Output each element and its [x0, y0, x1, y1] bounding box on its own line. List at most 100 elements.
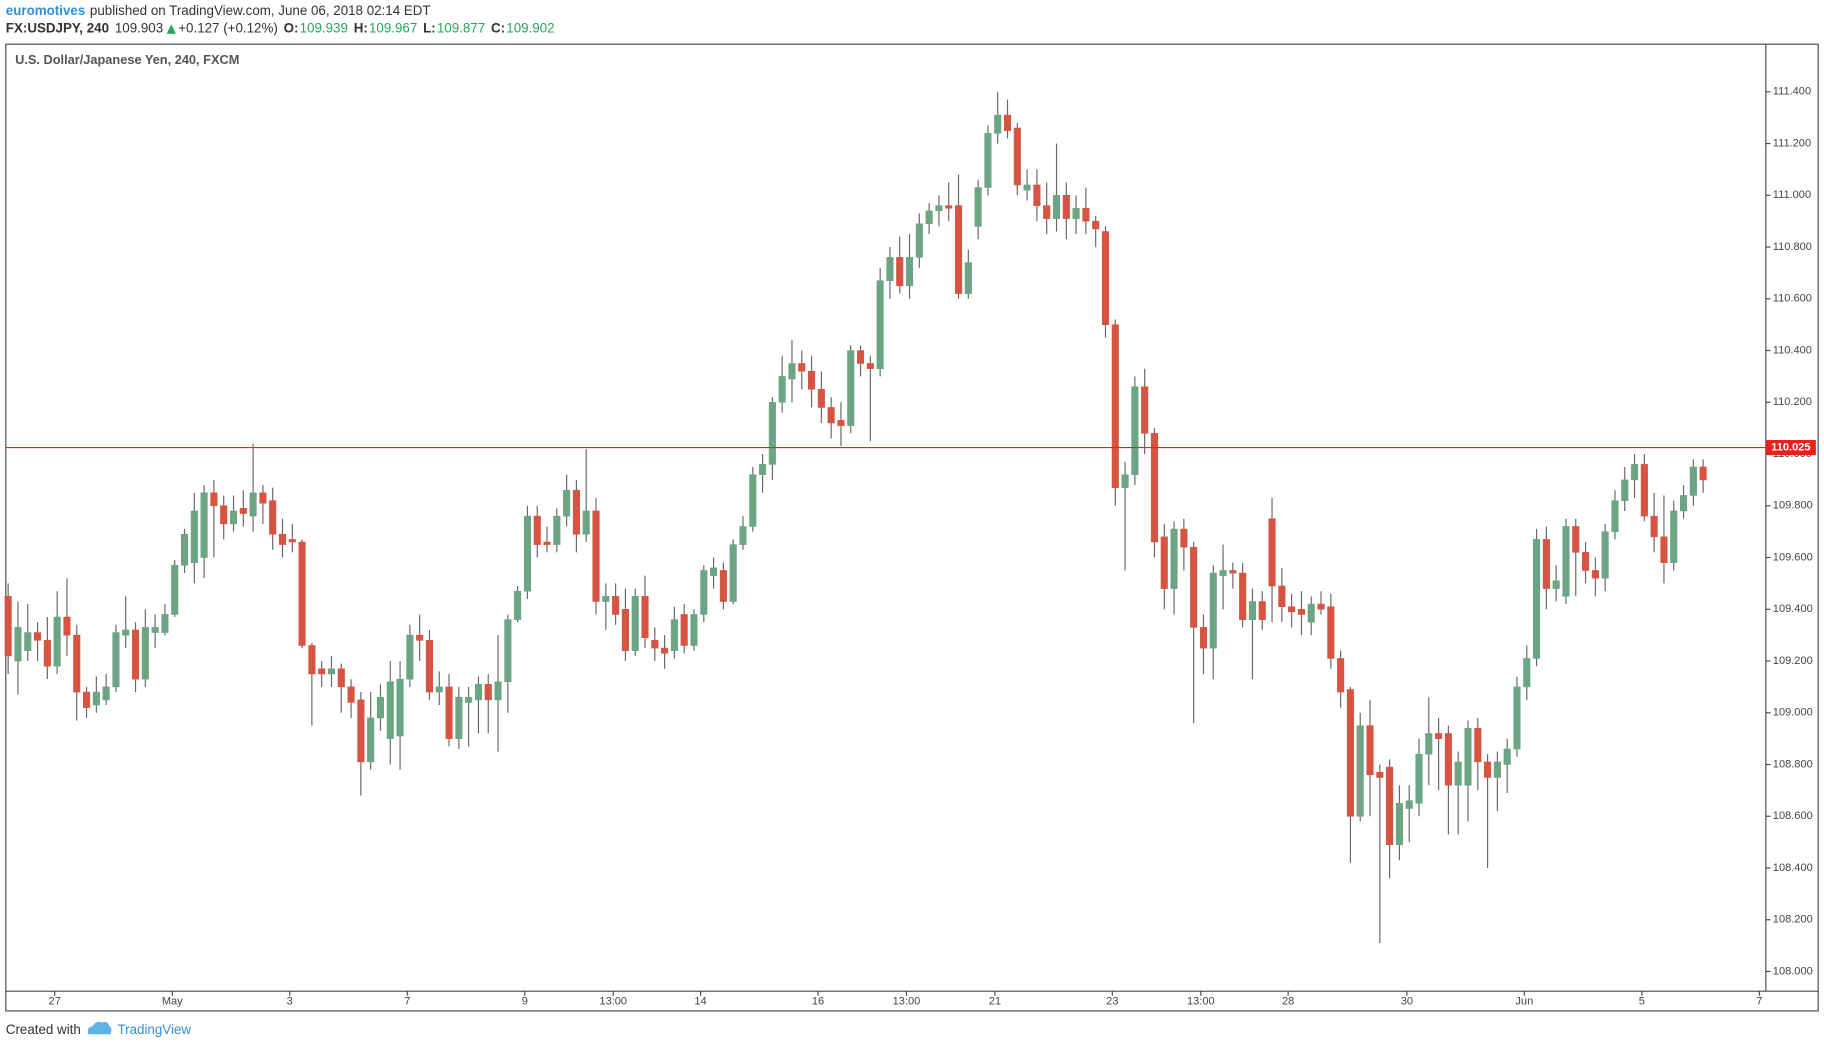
- candle-body: [1484, 761, 1492, 778]
- y-tick-label: 110.600: [1773, 293, 1812, 305]
- candle-body: [1679, 495, 1688, 512]
- candle-body: [504, 619, 512, 683]
- candle-body: [102, 686, 110, 701]
- candle-body: [190, 510, 198, 563]
- candle-body: [1523, 658, 1531, 688]
- candle-body: [817, 389, 825, 408]
- candle-body: [131, 629, 140, 680]
- candle-body: [161, 614, 169, 633]
- candle-body: [249, 492, 257, 517]
- y-tick-label: 109.400: [1773, 603, 1813, 615]
- candle-body: [710, 567, 718, 576]
- candle-body: [1219, 570, 1227, 576]
- candle-body: [14, 627, 22, 662]
- x-tick-label: 21: [989, 996, 1001, 1008]
- y-tick-label: 110.800: [1773, 241, 1812, 253]
- x-tick-label: 7: [1756, 996, 1762, 1008]
- last-price: 109.903: [115, 21, 163, 36]
- candle-body: [1395, 803, 1403, 846]
- candle-body: [425, 640, 434, 693]
- candle-body: [876, 280, 884, 369]
- candle-body: [572, 489, 580, 535]
- candle-body: [151, 627, 159, 633]
- x-tick-label: 16: [812, 996, 824, 1008]
- candle-body: [4, 596, 12, 657]
- candle-body: [1062, 195, 1070, 219]
- candle-body: [1356, 725, 1364, 817]
- candle-body: [592, 510, 600, 602]
- published-info: published on TradingView.com, June 06, 2…: [90, 3, 431, 18]
- candle-body: [1248, 601, 1256, 620]
- x-tick-label: 13:00: [599, 996, 627, 1008]
- candle-body: [396, 678, 404, 737]
- horizontal-line-label-bg: [1765, 440, 1816, 456]
- ohlc-value: 109.902: [506, 21, 554, 36]
- candle-body: [827, 407, 835, 424]
- y-tick-label: 108.600: [1773, 810, 1813, 822]
- candle-body: [719, 570, 727, 602]
- candle-body: [1601, 531, 1609, 579]
- chart-title: U.S. Dollar/Japanese Yen, 240, FXCM: [15, 52, 239, 67]
- candle-body: [1229, 570, 1237, 574]
- x-tick-label: 5: [1639, 996, 1645, 1008]
- candle-body: [602, 596, 610, 602]
- tradingview-logo: [87, 1021, 112, 1035]
- candle-body: [1239, 572, 1247, 620]
- author[interactable]: euromotives: [6, 3, 85, 18]
- x-tick-label: Jun: [1515, 996, 1533, 1008]
- y-tick-label: 109.200: [1773, 655, 1813, 667]
- candle-body: [308, 645, 316, 675]
- candle-body: [318, 668, 326, 675]
- candle-body: [1591, 570, 1599, 579]
- candle-body: [641, 596, 649, 639]
- candle-body: [808, 370, 816, 390]
- candle-body: [905, 257, 914, 287]
- ohlc-value: 109.877: [437, 21, 485, 36]
- candle-body: [229, 510, 238, 525]
- candle-body: [563, 489, 571, 517]
- x-tick-label: 28: [1282, 996, 1294, 1008]
- candle-body: [1013, 127, 1021, 186]
- candle-body: [886, 257, 894, 281]
- candle-body: [112, 632, 120, 688]
- footer-created: Created with: [6, 1022, 81, 1037]
- candle-body: [1572, 526, 1580, 553]
- candle-body: [1288, 606, 1296, 613]
- candle-body: [1493, 761, 1501, 778]
- candle-body: [847, 350, 855, 426]
- candle-body: [759, 464, 767, 476]
- footer-brand[interactable]: TradingView: [117, 1022, 191, 1037]
- candle-body: [1415, 753, 1423, 804]
- candle-body: [1033, 184, 1041, 206]
- x-tick-label: 3: [287, 996, 293, 1008]
- candle-body: [866, 363, 874, 369]
- candle-body: [1444, 733, 1452, 786]
- change-up-triangle: [166, 24, 176, 34]
- candle-body: [621, 608, 629, 651]
- candle-body: [514, 590, 522, 620]
- candle-body: [1258, 601, 1266, 620]
- candle-body: [357, 699, 365, 763]
- candle-body: [24, 632, 32, 651]
- candle-body: [1640, 464, 1648, 517]
- y-tick-label: 109.600: [1773, 551, 1813, 563]
- candle-body: [337, 668, 345, 688]
- candle-body: [954, 205, 963, 294]
- candle-body: [1611, 500, 1619, 532]
- candle-body: [1043, 205, 1051, 219]
- ohlc-label: L:: [423, 21, 436, 36]
- y-tick-label: 108.000: [1773, 965, 1813, 977]
- candle-body: [92, 691, 100, 706]
- candle-body: [945, 205, 953, 209]
- ohlc-value: 109.939: [300, 21, 348, 36]
- candle-body: [239, 508, 247, 514]
- candle-body: [200, 492, 208, 558]
- ohlc-label: C:: [491, 21, 505, 36]
- candle-body: [612, 596, 620, 615]
- y-tick-label: 109.800: [1773, 500, 1813, 512]
- candle-body: [465, 696, 473, 703]
- candle-body: [298, 541, 306, 646]
- candle-body: [416, 634, 424, 641]
- logo-cloud: [87, 1021, 112, 1035]
- candle-body: [1503, 748, 1511, 765]
